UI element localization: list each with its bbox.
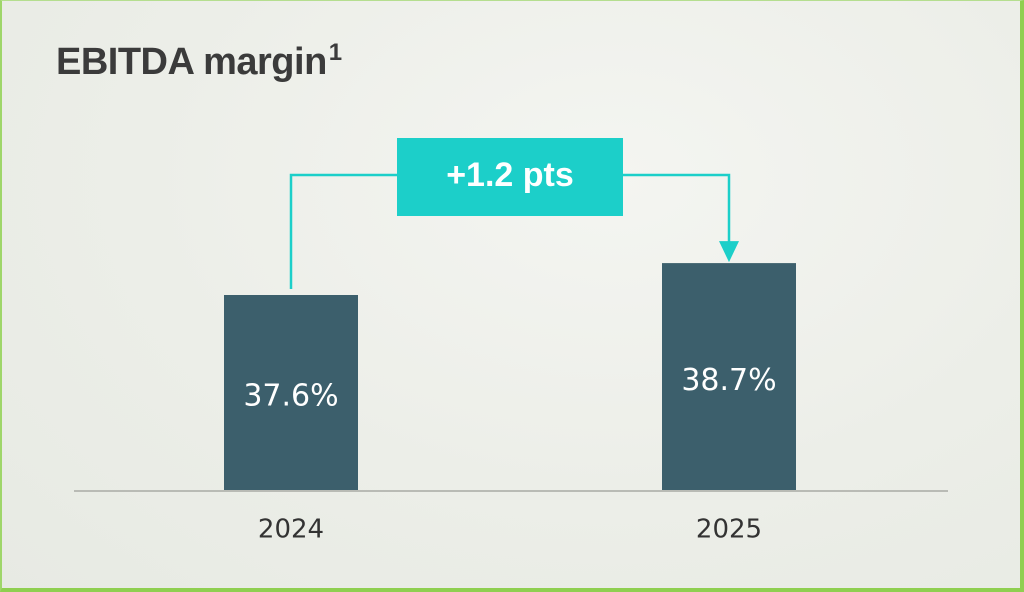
change-annotation: +1.2 pts (289, 138, 739, 289)
bar-2024 (224, 295, 358, 491)
bar-value-label-2025: 38.7% (681, 363, 776, 398)
x-tick-label-2024: 2024 (258, 515, 324, 545)
change-arrow-icon (719, 241, 739, 263)
change-badge-label: +1.2 pts (446, 156, 574, 194)
x-tick-label-2025: 2025 (696, 515, 762, 545)
chart-title: EBITDA margin1 (56, 39, 342, 83)
bar-2025 (662, 263, 796, 491)
change-badge (397, 138, 623, 216)
title-footnote-marker: 1 (328, 39, 342, 66)
bar-value-label-2024: 37.6% (243, 378, 338, 413)
